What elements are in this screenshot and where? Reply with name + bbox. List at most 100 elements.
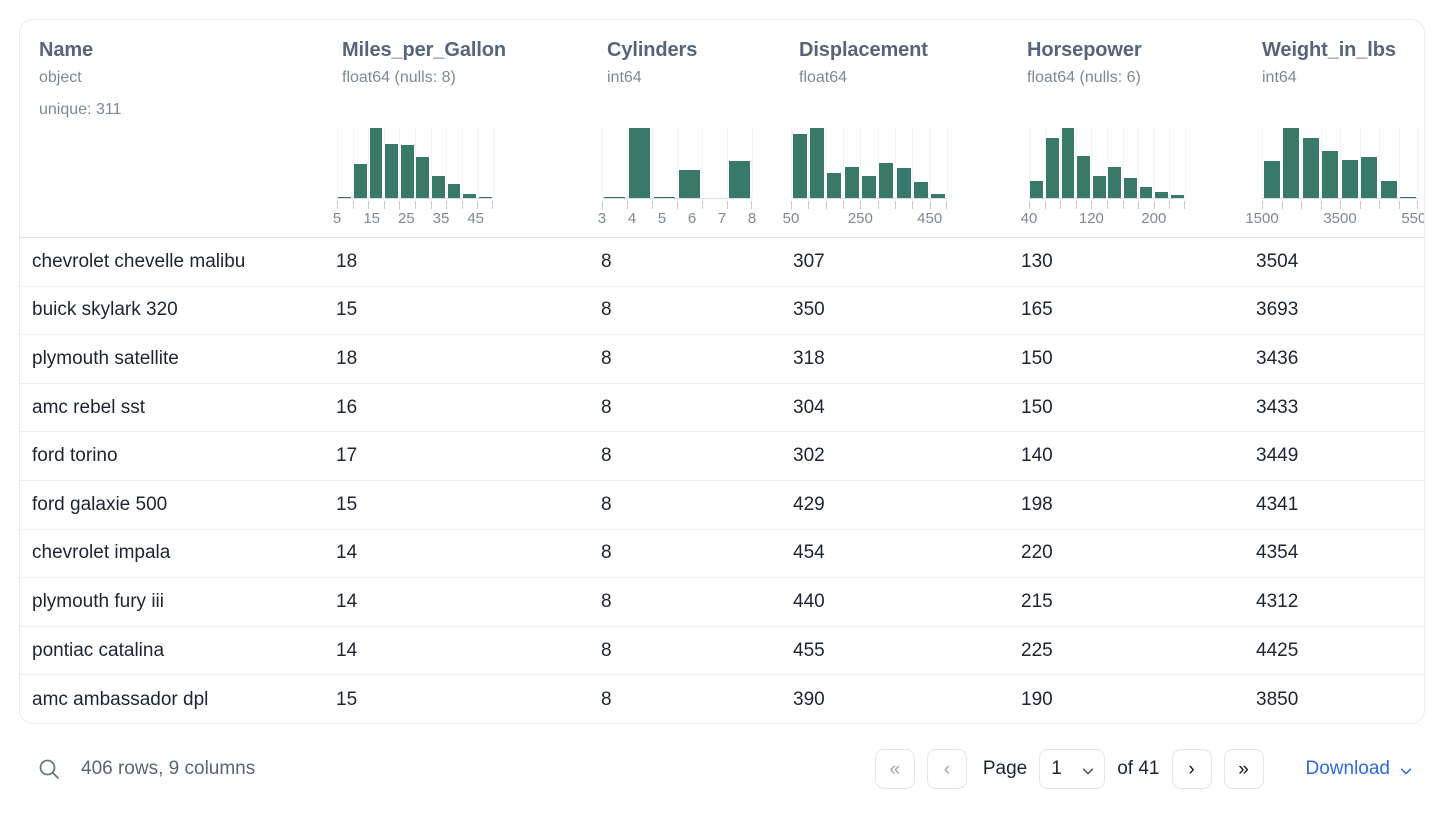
histogram-gridline (1044, 126, 1046, 198)
cell-wt: 3433 (1256, 396, 1299, 418)
download-label: Download (1305, 758, 1391, 779)
cell-disp: 307 (793, 250, 825, 272)
histogram-gridline (1107, 126, 1108, 198)
cell-disp: 454 (793, 542, 825, 564)
search-icon[interactable] (37, 757, 61, 781)
histogram-bar-slot (912, 126, 929, 198)
column-header-miles-per-gallon[interactable]: Miles_per_Gallon float64 (nulls: 8) 5 15 2… (325, 20, 591, 237)
histogram-bar-slot (1399, 126, 1419, 198)
cell-mpg: 15 (336, 688, 358, 710)
histogram-gridline (399, 126, 401, 198)
column-header-weight-in-lbs[interactable]: Weight_in_lbs int64 1500 3500 5500 (1246, 20, 1424, 237)
histogram-bar-slot (353, 126, 369, 198)
histogram-bar-slot (477, 126, 493, 198)
histogram-gridline (1169, 126, 1171, 198)
histogram-gridline (877, 126, 879, 198)
histogram-bar (1380, 180, 1397, 198)
histogram-bar (1283, 128, 1300, 198)
histogram-tick (627, 201, 628, 209)
histogram-bar (369, 128, 383, 198)
histogram-gridline (652, 126, 653, 198)
table-row[interactable]: plymouth fury iii 14 8 440 215 4312 (20, 578, 1424, 627)
histogram-bar-slot (677, 126, 702, 198)
histogram-gridline (791, 126, 792, 198)
column-header-cylinders[interactable]: Cylinders int64 3 4 5 6 7 8 (591, 20, 783, 237)
histogram-tick-labels: 5 15 25 35 45 (333, 210, 493, 230)
cell-name: ford galaxie 500 (32, 493, 168, 515)
histogram-tick (808, 201, 810, 209)
histogram-bar-slot (1282, 126, 1302, 198)
histogram-bar-slot (602, 126, 627, 198)
histogram-gridline (1153, 126, 1155, 198)
column-header-name[interactable]: Name object unique: 311 (20, 20, 325, 237)
histogram-gridline (1029, 126, 1030, 198)
histogram-gridline (1301, 126, 1302, 198)
histogram-tick (1379, 201, 1380, 209)
histogram-bar (354, 164, 367, 198)
histogram-bar-slot (1029, 126, 1045, 198)
cell-wt: 3850 (1256, 688, 1299, 710)
last-page-button[interactable]: » (1223, 749, 1264, 789)
cell-name: chevrolet chevelle malibu (32, 250, 246, 272)
download-button[interactable]: Download (1306, 758, 1414, 780)
chevron-down-icon (1081, 762, 1095, 776)
cell-hp: 215 (1021, 590, 1053, 612)
table-row[interactable]: chevrolet chevelle malibu 18 8 307 130 3504 (20, 238, 1424, 287)
histogram-bar-slot (1360, 126, 1380, 198)
histogram-tick (1184, 201, 1185, 209)
histogram-gridline (702, 126, 703, 198)
histogram-bar (1061, 128, 1075, 198)
page-number-select[interactable]: 1 (1039, 749, 1106, 789)
table-row[interactable]: pontiac catalina 14 8 455 225 4425 (20, 627, 1424, 676)
histogram-bar-slot (652, 126, 677, 198)
table-header: Name object unique: 311 Miles_per_Gallon… (20, 20, 1424, 238)
histogram-axis (337, 198, 493, 209)
table-row[interactable]: buick skylark 320 15 8 350 165 3693 (20, 287, 1424, 336)
histogram-bar-slot (1076, 126, 1092, 198)
column-title: Cylinders (607, 39, 698, 61)
cell-mpg: 18 (336, 250, 358, 272)
histogram-tick (912, 201, 914, 209)
histogram-bar-slot (368, 126, 384, 198)
histogram-tick (1138, 201, 1140, 209)
cell-hp: 190 (1021, 688, 1053, 710)
column-header-horsepower[interactable]: Horsepower float64 (nulls: 6) 40 120 200 (1011, 20, 1246, 237)
histogram-tick-label: 15 (363, 210, 380, 227)
cell-cyl: 8 (601, 590, 612, 612)
cell-wt: 4354 (1256, 542, 1299, 564)
histogram-gridline (843, 126, 844, 198)
histogram-tick (461, 201, 463, 209)
table-row[interactable]: chevrolet impala 14 8 454 220 4354 (20, 530, 1424, 579)
cell-wt: 3449 (1256, 445, 1299, 467)
histogram-gridline (1060, 126, 1062, 198)
histogram-tick (677, 201, 678, 209)
histogram-gridline (602, 126, 603, 198)
histogram-bar (1341, 159, 1358, 198)
cell-name: amc rebel sst (32, 396, 145, 418)
cell-cyl: 8 (601, 542, 612, 564)
histogram-tick (1153, 201, 1155, 209)
table-row[interactable]: amc ambassador dpl 15 8 390 190 3850 (20, 675, 1424, 723)
histogram-tick (825, 201, 827, 209)
histogram-bar-slot (1154, 126, 1170, 198)
histogram-tick-label: 5 (657, 210, 667, 227)
histogram-tick (1262, 201, 1263, 209)
histogram-bars (1262, 126, 1419, 198)
histogram-tick (430, 201, 432, 209)
cell-cyl: 8 (601, 445, 612, 467)
table-footer: 406 rows, 9 columns « ‹ Page 1 of 41 › »… (19, 738, 1425, 800)
histogram-gridline (383, 126, 385, 198)
cell-disp: 429 (793, 493, 825, 515)
previous-page-button[interactable]: ‹ (926, 749, 967, 789)
table-row[interactable]: ford galaxie 500 15 8 429 198 4341 (20, 481, 1424, 530)
histogram-gridline (1091, 126, 1093, 198)
table-row[interactable]: amc rebel sst 16 8 304 150 3433 (20, 384, 1424, 433)
next-page-button[interactable]: › (1171, 749, 1212, 789)
first-page-button[interactable]: « (874, 749, 915, 789)
column-header-displacement[interactable]: Displacement float64 50 250 450 (783, 20, 1011, 237)
histogram-bar-slot (895, 126, 912, 198)
table-row[interactable]: ford torino 17 8 302 140 3449 (20, 432, 1424, 481)
table-row[interactable]: plymouth satellite 18 8 318 150 3436 (20, 335, 1424, 384)
histogram-tick-label: 5 (332, 210, 342, 227)
histogram-tick-label: 50 (783, 210, 800, 227)
